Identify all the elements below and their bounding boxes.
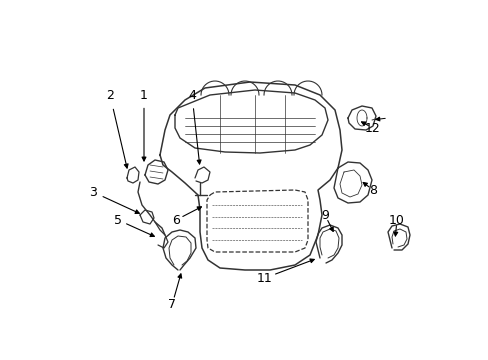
Text: 9: 9 [321, 208, 328, 221]
Text: 8: 8 [368, 184, 376, 197]
Text: 6: 6 [172, 213, 180, 226]
Text: 5: 5 [114, 213, 122, 226]
Text: 1: 1 [140, 89, 148, 102]
Text: 7: 7 [168, 298, 176, 311]
Text: 10: 10 [388, 213, 404, 226]
Text: 4: 4 [188, 89, 196, 102]
Text: 2: 2 [106, 89, 114, 102]
Text: 3: 3 [89, 185, 97, 198]
Text: 12: 12 [365, 122, 380, 135]
Text: 11: 11 [257, 271, 272, 284]
